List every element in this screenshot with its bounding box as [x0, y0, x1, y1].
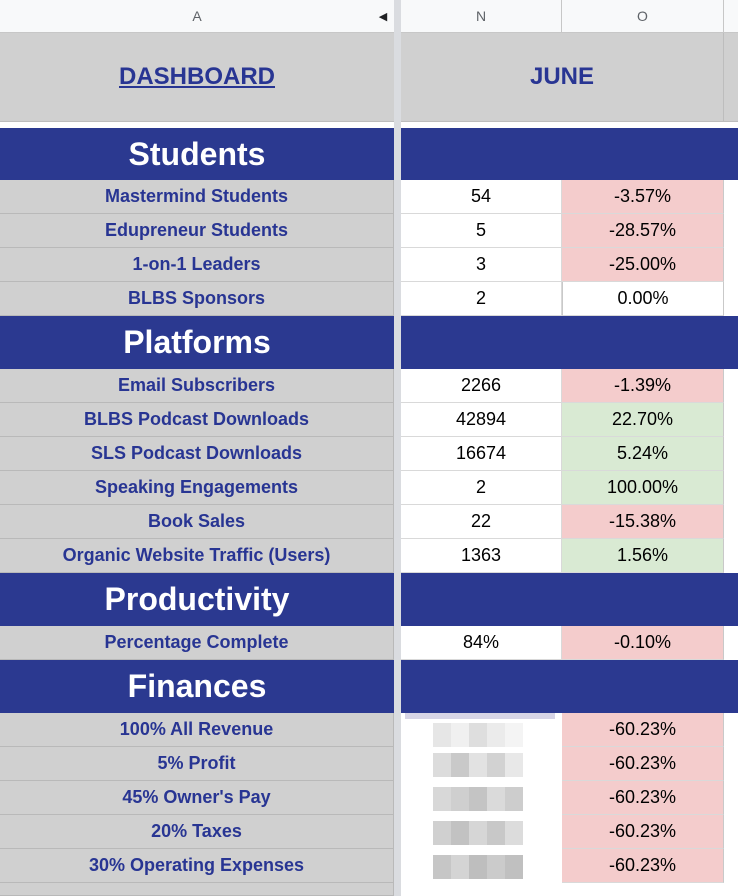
section-platforms-fill[interactable]	[401, 316, 738, 369]
redaction-block	[469, 787, 487, 811]
redaction-block	[469, 723, 487, 747]
row-label[interactable]: 20% Taxes	[0, 815, 394, 849]
redaction-block	[433, 821, 451, 845]
title-row-overflow	[724, 33, 738, 122]
column-header-a[interactable]: A	[0, 0, 394, 33]
row-label[interactable]: BLBS Podcast Downloads	[0, 403, 394, 437]
section-finances-fill[interactable]	[401, 660, 738, 713]
row-change[interactable]: 1.56%	[562, 539, 724, 573]
row-value[interactable]: 5	[401, 214, 562, 248]
row-gap	[401, 122, 738, 128]
row-change[interactable]: -3.57%	[562, 180, 724, 214]
collapse-left-icon[interactable]: ◀	[378, 11, 388, 23]
redaction-block	[505, 821, 523, 845]
row-label[interactable]: 1-on-1 Leaders	[0, 248, 394, 282]
row-label[interactable]: Mastermind Students	[0, 180, 394, 214]
redaction-block	[433, 723, 451, 747]
row-partial	[401, 883, 738, 896]
row-value[interactable]: 3	[401, 248, 562, 282]
column-header-n[interactable]: N	[401, 0, 562, 33]
row-change[interactable]: -28.57%	[562, 214, 724, 248]
redaction-block	[505, 723, 523, 747]
redaction-block	[451, 855, 469, 879]
row-change[interactable]: -1.39%	[562, 369, 724, 403]
redaction-block	[451, 723, 469, 747]
row-label[interactable]: 45% Owner's Pay	[0, 781, 394, 815]
redaction-block	[487, 821, 505, 845]
redacted-values	[401, 713, 562, 883]
row-value[interactable]: 42894	[401, 403, 562, 437]
row-label[interactable]: Book Sales	[0, 505, 394, 539]
dashboard-link[interactable]: DASHBOARD	[119, 63, 275, 90]
row-change[interactable]: -15.38%	[562, 505, 724, 539]
row-change[interactable]: -60.23%	[562, 781, 724, 815]
redaction-block	[451, 753, 469, 777]
row-label[interactable]: 30% Operating Expenses	[0, 849, 394, 883]
section-students[interactable]: Students	[0, 128, 394, 180]
row-change[interactable]: -60.23%	[562, 815, 724, 849]
row-gap	[0, 122, 394, 128]
row-change[interactable]: -0.10%	[562, 626, 724, 660]
row-change[interactable]: -25.00%	[562, 248, 724, 282]
row-label[interactable]: Speaking Engagements	[0, 471, 394, 505]
column-header-o[interactable]: O	[562, 0, 724, 33]
redaction-block	[469, 855, 487, 879]
row-value[interactable]: 22	[401, 505, 562, 539]
row-change[interactable]: 100.00%	[562, 471, 724, 505]
row-value[interactable]: 2	[401, 471, 562, 505]
redaction-block	[505, 855, 523, 879]
row-label[interactable]: Organic Website Traffic (Users)	[0, 539, 394, 573]
section-productivity-fill[interactable]	[401, 573, 738, 626]
row-value[interactable]: 16674	[401, 437, 562, 471]
section-students-fill[interactable]	[401, 128, 738, 180]
redaction-block	[487, 723, 505, 747]
column-header-next[interactable]	[724, 0, 738, 33]
row-value[interactable]: 1363	[401, 539, 562, 573]
row-label[interactable]: Email Subscribers	[0, 369, 394, 403]
row-label[interactable]: SLS Podcast Downloads	[0, 437, 394, 471]
redaction-block	[487, 787, 505, 811]
row-change[interactable]: 0.00%	[562, 282, 724, 316]
row-value[interactable]: 2	[401, 282, 562, 316]
redaction-block	[451, 821, 469, 845]
redaction-block	[505, 753, 523, 777]
row-change[interactable]: -60.23%	[562, 849, 724, 883]
row-value[interactable]: 2266	[401, 369, 562, 403]
section-platforms[interactable]: Platforms	[0, 316, 394, 369]
section-finances[interactable]: Finances	[0, 660, 394, 713]
redaction-block	[451, 787, 469, 811]
row-change[interactable]: -60.23%	[562, 747, 724, 781]
row-label[interactable]: Edupreneur Students	[0, 214, 394, 248]
row-label[interactable]: 5% Profit	[0, 747, 394, 781]
dashboard-title-cell[interactable]: DASHBOARD	[0, 33, 394, 122]
redaction-block	[487, 753, 505, 777]
redaction-block	[433, 787, 451, 811]
redaction-block	[469, 821, 487, 845]
frozen-column-divider[interactable]	[394, 0, 401, 896]
row-label[interactable]: Percentage Complete	[0, 626, 394, 660]
month-label: JUNE	[529, 63, 595, 90]
row-change[interactable]: -60.23%	[562, 713, 724, 747]
redaction-block	[433, 855, 451, 879]
row-change[interactable]: 22.70%	[562, 403, 724, 437]
redaction-block	[433, 753, 451, 777]
row-label[interactable]: 100% All Revenue	[0, 713, 394, 747]
row-label-partial	[0, 883, 394, 896]
redaction-block	[469, 753, 487, 777]
redaction-bar	[405, 713, 555, 719]
row-value[interactable]: 84%	[401, 626, 562, 660]
section-productivity[interactable]: Productivity	[0, 573, 394, 626]
month-cell[interactable]: JUNE	[401, 33, 724, 122]
row-change[interactable]: 5.24%	[562, 437, 724, 471]
redaction-block	[487, 855, 505, 879]
row-label[interactable]: BLBS Sponsors	[0, 282, 394, 316]
redaction-block	[505, 787, 523, 811]
row-value[interactable]: 54	[401, 180, 562, 214]
